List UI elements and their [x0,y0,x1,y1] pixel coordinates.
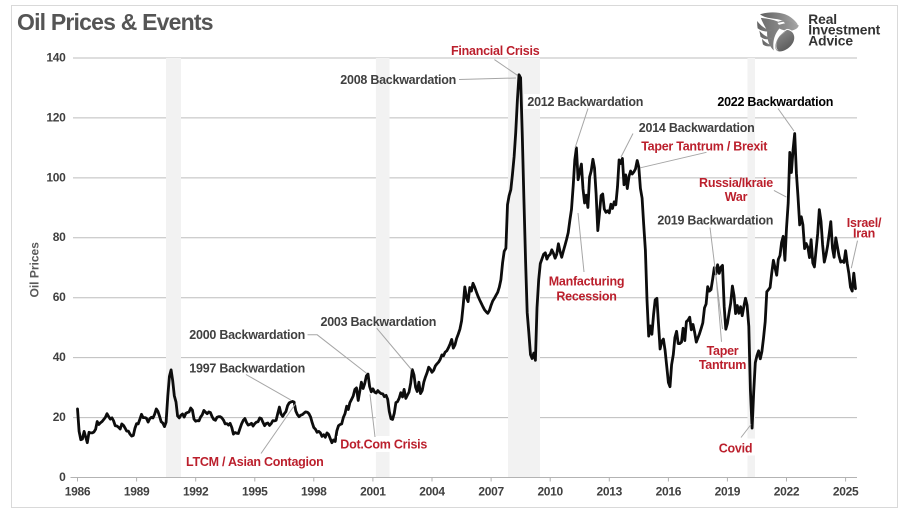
svg-text:1997 Backwardation: 1997 Backwardation [189,362,305,376]
svg-text:War: War [725,190,748,204]
svg-text:2008 Backwardation: 2008 Backwardation [340,73,456,87]
svg-text:2019: 2019 [715,485,741,499]
svg-text:Dot.Com Crisis: Dot.Com Crisis [340,438,427,452]
svg-text:1989: 1989 [124,485,150,499]
svg-text:Recession: Recession [556,289,616,303]
svg-text:1986: 1986 [65,485,91,499]
svg-text:Iran: Iran [853,227,875,241]
svg-text:140: 140 [46,50,66,64]
svg-text:20: 20 [53,410,66,424]
svg-text:2004: 2004 [419,485,445,499]
svg-text:2014 Backwardation: 2014 Backwardation [639,121,755,135]
svg-text:Investment: Investment [808,23,880,38]
svg-text:Advice: Advice [808,33,853,48]
svg-text:2025: 2025 [833,485,859,499]
svg-text:2003 Backwardation: 2003 Backwardation [321,315,437,329]
svg-text:Real: Real [808,12,837,27]
svg-text:2001: 2001 [360,485,386,499]
svg-text:Manfacturing: Manfacturing [549,275,624,289]
svg-text:Israel/: Israel/ [847,216,882,230]
svg-text:1992: 1992 [183,485,209,499]
svg-text:2022: 2022 [774,485,800,499]
svg-text:Taper Tantrum / Brexit: Taper Tantrum / Brexit [641,140,768,154]
svg-text:2016: 2016 [656,485,682,499]
svg-text:120: 120 [46,110,66,124]
svg-text:100: 100 [46,170,66,184]
svg-text:2019 Backwardation: 2019 Backwardation [657,213,773,227]
svg-text:2007: 2007 [478,485,504,499]
svg-text:0: 0 [59,470,66,484]
svg-text:60: 60 [53,290,66,304]
svg-text:2000 Backwardation: 2000 Backwardation [189,328,305,342]
svg-text:2013: 2013 [597,485,623,499]
svg-text:Russia/Ikraie: Russia/Ikraie [699,176,773,190]
svg-text:40: 40 [53,350,66,364]
svg-text:2022 Backwardation: 2022 Backwardation [717,95,833,109]
svg-text:1998: 1998 [301,485,327,499]
svg-text:80: 80 [53,230,66,244]
svg-text:LTCM / Asian Contagion: LTCM / Asian Contagion [186,455,324,469]
svg-text:Tantrum: Tantrum [699,358,746,372]
svg-text:2012 Backwardation: 2012 Backwardation [527,95,643,109]
svg-text:1995: 1995 [242,485,268,499]
svg-text:Covid: Covid [719,442,752,456]
svg-text:2010: 2010 [537,485,563,499]
svg-text:Financial Crisis: Financial Crisis [451,44,540,58]
svg-text:Taper: Taper [707,344,739,358]
svg-text:Oil Prices: Oil Prices [27,242,41,298]
svg-text:Oil Prices & Events: Oil Prices & Events [17,9,213,35]
